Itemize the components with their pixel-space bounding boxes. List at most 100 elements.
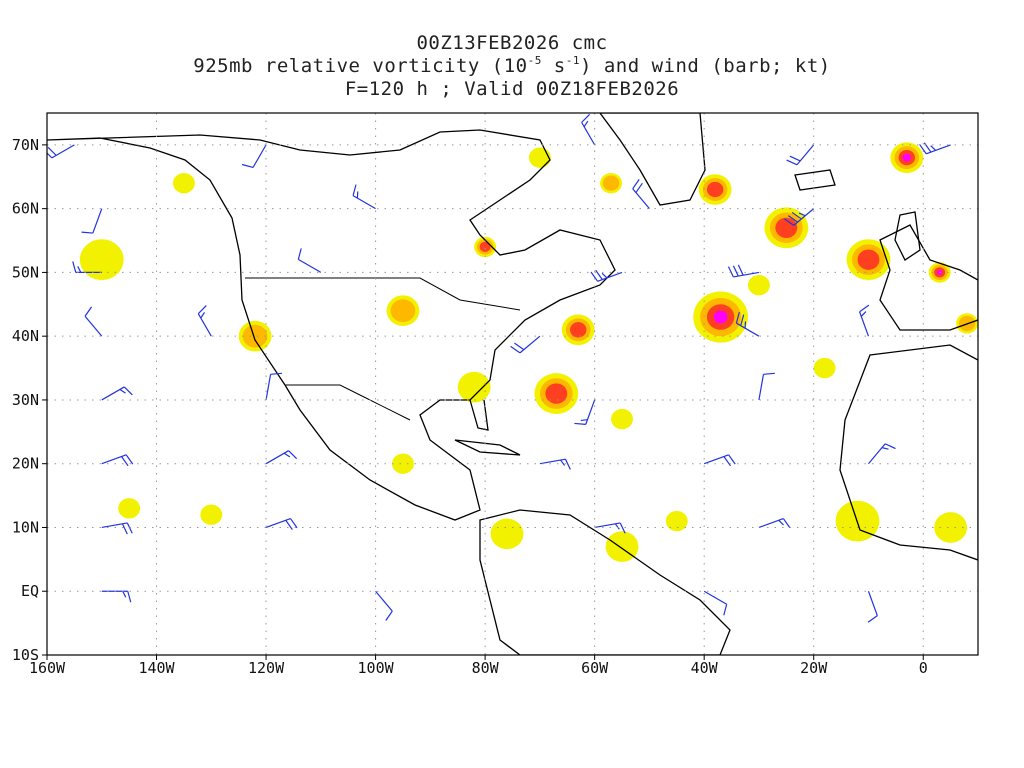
wind-barb-19 <box>265 372 282 401</box>
wind-barb-22 <box>101 454 134 467</box>
plot-frame <box>46 112 979 656</box>
vorticity-blob-25-level-1 <box>528 147 551 168</box>
wind-barb-20 <box>574 399 596 425</box>
map-title: 00Z13FEB2026 cmc 925mb relative vorticit… <box>0 32 1024 101</box>
wind-barb-35 <box>101 654 104 655</box>
lat-lon-grid <box>47 113 978 655</box>
wind-barb-25 <box>703 454 736 467</box>
wind-barb-33 <box>703 590 728 616</box>
border-us-canada <box>245 277 521 311</box>
coast-cuba <box>454 439 521 456</box>
vorticity-blob-23-level-1 <box>611 408 633 430</box>
vorticity-blob-0-level-1 <box>457 371 491 403</box>
wind-barb-29 <box>594 522 626 534</box>
wind-barb-15 <box>510 335 541 354</box>
vorticity-blob-12-level-2 <box>390 299 416 323</box>
lon-label: 120W <box>248 659 285 677</box>
lat-label: EQ <box>21 582 39 600</box>
vorticity-blob-19-level-1 <box>934 512 968 543</box>
lat-label: 50N <box>12 263 39 281</box>
wind-barb-10 <box>297 248 322 273</box>
lat-label: 20N <box>12 455 39 473</box>
vorticity-blob-16-level-1 <box>605 531 639 562</box>
coast-iceland <box>794 169 836 191</box>
lat-label: 70N <box>12 136 39 154</box>
coastlines <box>47 113 978 655</box>
coast-north-america <box>47 129 616 521</box>
wind-barb-4 <box>919 142 951 155</box>
lon-label: 160W <box>29 659 66 677</box>
wind-barb-18 <box>101 386 133 401</box>
wind-barb-1 <box>241 144 267 168</box>
title-line-3: F=120 h ; Valid 00Z18FEB2026 <box>344 78 680 100</box>
wind-barb-0 <box>47 144 75 159</box>
vorticity-blob-6-level-4 <box>902 153 911 162</box>
coast-south-america <box>479 509 731 655</box>
coast-greenland <box>599 113 706 206</box>
title-line-1: 00Z13FEB2026 cmc <box>416 32 608 54</box>
vorticity-blob-27-level-1 <box>747 274 770 296</box>
wind-barb-9 <box>72 261 102 274</box>
vorticity-blob-2-level-3 <box>570 322 587 338</box>
vorticity-blob-11-level-2 <box>242 324 268 348</box>
vorticity-blob-17-level-1 <box>665 510 688 532</box>
lat-label: 10S <box>12 646 39 664</box>
vorticity-blob-5-level-3 <box>857 249 880 270</box>
border-us-mexico <box>285 384 411 421</box>
wind-barb-7 <box>632 179 650 210</box>
wind-barbs <box>47 113 951 655</box>
vorticity-blob-9-level-3 <box>706 181 724 198</box>
lat-label: 30N <box>12 391 39 409</box>
wind-barb-6 <box>352 184 376 210</box>
vorticity-blob-21-level-1 <box>118 498 141 519</box>
vorticity-shading <box>79 142 978 562</box>
lon-label: 100W <box>358 659 395 677</box>
wind-barb-21 <box>758 372 775 401</box>
vorticity-blob-4-level-3 <box>775 217 798 238</box>
vorticity-blob-14-level-1 <box>172 172 195 194</box>
vorticity-blob-24-level-1 <box>813 357 836 379</box>
wind-barb-28 <box>265 518 298 530</box>
wind-barb-26 <box>868 443 896 465</box>
wind-barb-3 <box>786 144 815 166</box>
lon-label: 20W <box>800 659 828 677</box>
vorticity-blob-15-level-1 <box>490 518 524 550</box>
wind-barb-24 <box>539 458 571 470</box>
vorticity-blob-3-level-4 <box>713 310 728 324</box>
wind-barb-30 <box>758 518 791 529</box>
lat-label: 60N <box>12 200 39 218</box>
wind-barb-17 <box>859 304 870 337</box>
wind-barb-32 <box>375 590 393 621</box>
vorticity-blob-13-level-1 <box>79 239 124 281</box>
wind-barb-8 <box>784 208 815 226</box>
wind-barb-5 <box>81 208 103 234</box>
wind-barb-34 <box>867 591 878 623</box>
wind-barb-11 <box>590 269 623 282</box>
wind-barb-12 <box>727 264 760 278</box>
wind-barb-16 <box>735 311 760 337</box>
coast-florida <box>469 399 489 431</box>
lat-label: 40N <box>12 327 39 345</box>
wind-barb-2 <box>581 113 596 146</box>
title-line-2: 925mb relative vorticity (10-5 s-1) and … <box>193 53 831 77</box>
lon-label: 140W <box>138 659 175 677</box>
lat-label: 10N <box>12 518 39 536</box>
coast-british-isles <box>894 211 921 261</box>
lon-label: 0 <box>919 659 928 677</box>
wind-barb-27 <box>101 522 133 535</box>
wind-barb-31 <box>101 590 132 603</box>
vorticity-blob-8-level-3 <box>479 241 491 253</box>
wind-barb-37 <box>430 654 432 655</box>
vorticity-blob-10-level-2 <box>602 175 620 191</box>
lon-label: 60W <box>581 659 609 677</box>
lon-label: 40W <box>691 659 719 677</box>
wind-barb-14 <box>197 305 212 337</box>
vorticity-blob-1-level-3 <box>545 383 568 404</box>
wind-barb-13 <box>84 306 103 337</box>
wind-barb-23 <box>265 450 298 465</box>
coast-africa <box>839 344 978 561</box>
vorticity-blob-22-level-1 <box>392 453 414 474</box>
vorticity-blob-20-level-1 <box>200 504 223 525</box>
